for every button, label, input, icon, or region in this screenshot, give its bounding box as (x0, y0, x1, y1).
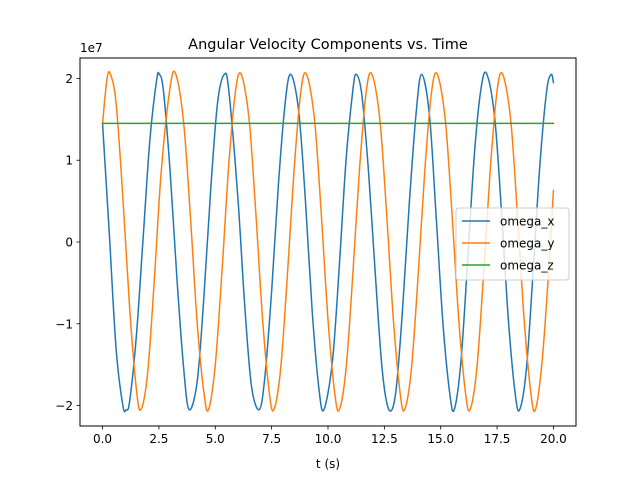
series-group (101, 70, 555, 413)
y-tick-label: 2 (65, 72, 73, 86)
legend-box (455, 207, 570, 281)
x-tick-label: 0.0 (93, 432, 112, 446)
y-tick-label: 0 (65, 236, 73, 250)
chart-title: Angular Velocity Components vs. Time (188, 37, 468, 53)
legend: omega_x omega_y omega_z (455, 207, 570, 281)
x-tick-label: 17.5 (484, 432, 511, 446)
legend-label-omega-x: omega_x (500, 215, 555, 229)
x-tick-label: 20.0 (540, 432, 567, 446)
x-tick-label: 12.5 (371, 432, 398, 446)
x-tick-label: 7.5 (262, 432, 281, 446)
x-tick-label: 15.0 (427, 432, 454, 446)
x-tick-label: 10.0 (315, 432, 342, 446)
x-axis-ticks: 0.0 2.5 5.0 7.5 10.0 12.5 15.0 17.5 20.0 (93, 426, 567, 446)
x-tick-label: 5.0 (206, 432, 225, 446)
x-axis-label: t (s) (316, 457, 340, 471)
legend-label-omega-z: omega_z (500, 259, 554, 273)
legend-label-omega-y: omega_y (500, 237, 555, 251)
series-line-omega-y (101, 70, 555, 413)
y-offset-label: 1e7 (80, 41, 103, 55)
y-tick-label: −2 (55, 399, 73, 413)
series-line-omega-x (101, 71, 555, 413)
y-axis-ticks: −2 −1 0 1 2 (55, 72, 80, 413)
x-tick-label: 2.5 (149, 432, 168, 446)
y-tick-label: −1 (55, 317, 73, 331)
y-tick-label: 1 (65, 154, 73, 168)
